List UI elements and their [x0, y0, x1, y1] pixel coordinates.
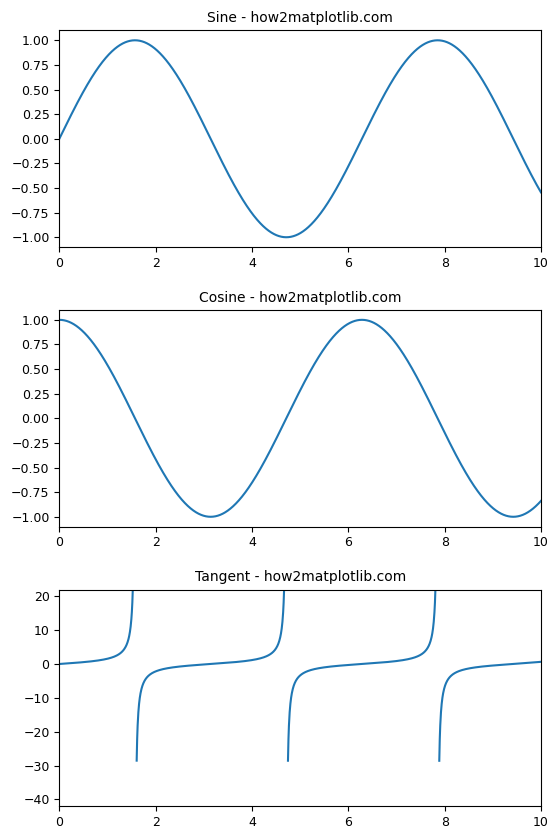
Title: Tangent - how2matplotlib.com: Tangent - how2matplotlib.com — [194, 570, 406, 584]
Title: Cosine - how2matplotlib.com: Cosine - how2matplotlib.com — [199, 291, 402, 305]
Title: Sine - how2matplotlib.com: Sine - how2matplotlib.com — [207, 11, 393, 25]
